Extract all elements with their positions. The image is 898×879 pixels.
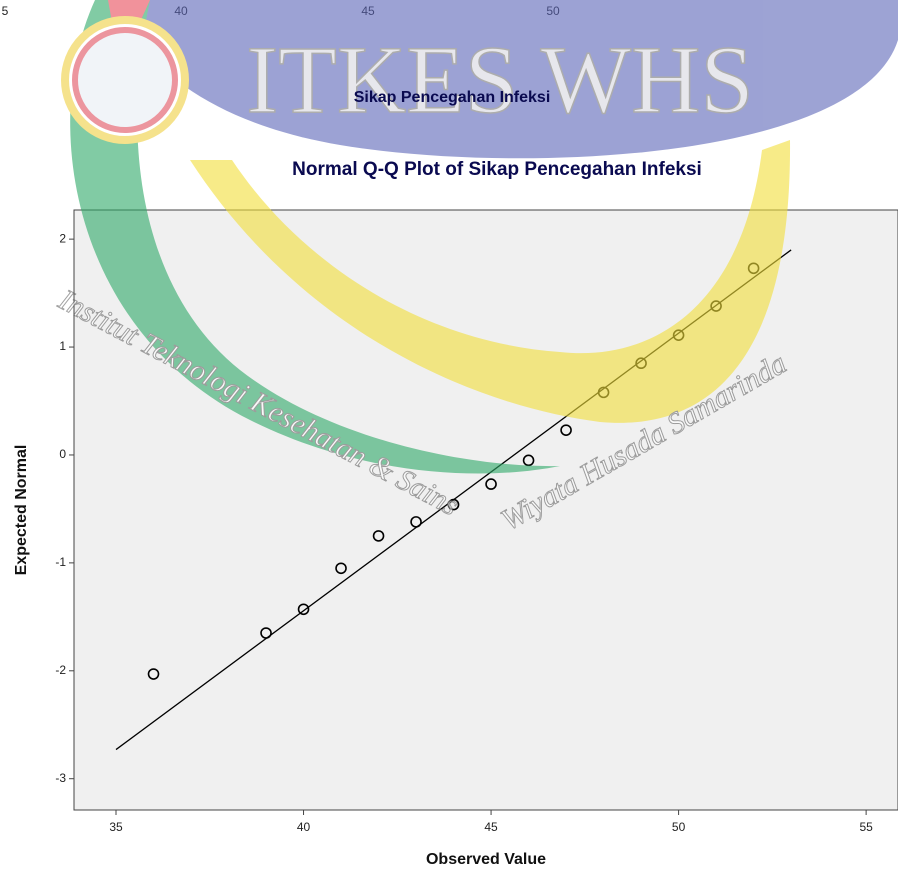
logo-ring [75, 30, 175, 130]
y-tick-label: 0 [59, 447, 66, 461]
y-tick-label: 1 [59, 339, 66, 353]
watermark-shape [108, 0, 150, 22]
chart-title: Normal Q-Q Plot of Sikap Pencegahan Infe… [292, 159, 702, 180]
logo-ring [65, 20, 185, 140]
plot: -3 -2 -1 0 1 2 35 40 45 50 55 [55, 210, 898, 834]
x-tick-label: 40 [297, 820, 311, 834]
x-axis-label: Observed Value [426, 851, 546, 868]
y-axis-label: Expected Normal [13, 445, 30, 576]
x-tick-label: 35 [109, 820, 123, 834]
fragment-label: 40 [174, 4, 188, 18]
fragment-label: 5 [2, 4, 9, 18]
x-tick-label: 50 [672, 820, 686, 834]
y-tick-label: 2 [59, 231, 66, 245]
fragment-label: 45 [361, 4, 375, 18]
plot-background [74, 210, 898, 810]
watermark-band [120, 0, 898, 158]
x-tick-label: 55 [859, 820, 873, 834]
y-tick-label: -1 [55, 555, 66, 569]
x-tick-label: 45 [484, 820, 498, 834]
subtitle: Sikap Pencegahan Infeksi [354, 89, 551, 106]
watermark-logo-text: ITKES WHS [246, 26, 754, 133]
page: {"chart_data": {"type": "scatter", "titl… [0, 0, 898, 879]
chart: -3 -2 -1 0 1 2 35 40 45 50 55 5 40 45 50 Normal Q-… [0, 0, 898, 879]
y-tick-label: -3 [55, 771, 66, 785]
fragment-label: 50 [546, 4, 560, 18]
y-tick-label: -2 [55, 663, 66, 677]
